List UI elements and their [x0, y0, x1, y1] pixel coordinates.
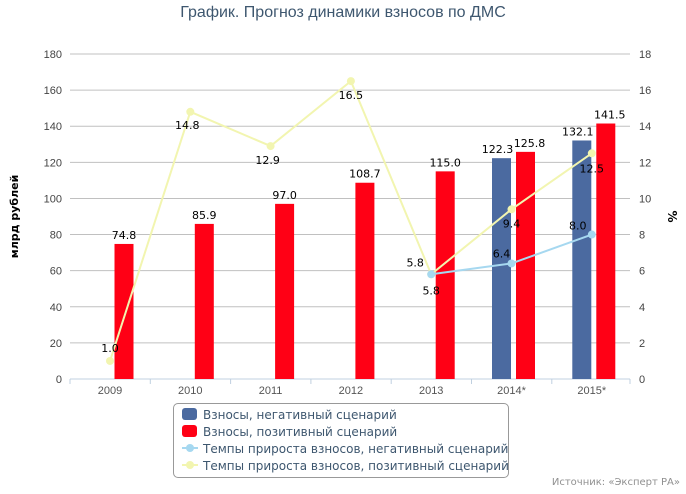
- bar-data-label: 97.0: [272, 189, 297, 202]
- line-data-label: 14.8: [175, 119, 200, 132]
- y-right-tick-label: 18: [639, 49, 651, 61]
- bar-positive: [596, 123, 616, 379]
- y-tick-label: 40: [50, 302, 62, 314]
- y-tick-label: 120: [44, 157, 62, 169]
- y-tick-label: 20: [50, 338, 62, 350]
- y-tick-label: 60: [50, 266, 62, 278]
- x-tick-label: 2014*: [497, 385, 526, 397]
- legend-item-positive-bars[interactable]: Взносы, позитивный сценарий: [182, 425, 397, 441]
- legend-item-negative-line[interactable]: Темпы прироста взносов, негативный сцена…: [182, 442, 508, 458]
- bar-data-label: 115.0: [429, 156, 461, 169]
- bar-data-label: 74.8: [112, 229, 137, 242]
- legend-item-positive-line[interactable]: Темпы прироста взносов, позитивный сцена…: [182, 459, 509, 475]
- y-tick-label: 160: [44, 85, 62, 97]
- line-point: [106, 356, 114, 365]
- legend-label: Взносы, негативный сценарий: [203, 408, 397, 422]
- bar-data-label: 85.9: [192, 209, 217, 222]
- legend-label: Взносы, позитивный сценарий: [203, 425, 398, 439]
- line-data-label: 12.9: [255, 154, 280, 167]
- line-point: [186, 107, 195, 116]
- y-axis-title: млрд рублей: [8, 175, 21, 259]
- legend-label: Темпы прироста взносов, позитивный сцена…: [203, 459, 509, 473]
- line-data-label: 5.8: [422, 284, 440, 297]
- bar-positive: [275, 203, 295, 379]
- line-data-label: 9.4: [503, 217, 521, 230]
- line-point: [427, 270, 436, 279]
- y-tick-label: 80: [50, 230, 62, 242]
- bar-positive: [114, 243, 134, 379]
- y-right-tick-label: 14: [639, 121, 651, 133]
- y-right-tick-label: 8: [639, 230, 645, 242]
- x-tick-label: 2012: [339, 385, 363, 397]
- x-tick-label: 2011: [259, 385, 283, 397]
- bar-positive: [355, 182, 375, 379]
- source-note: Источник: «Эксперт РА»: [551, 477, 680, 488]
- line-point: [346, 77, 355, 86]
- y-right-tick-label: 12: [639, 157, 651, 169]
- y-right-tick-label: 2: [639, 338, 645, 350]
- legend-swatch: [182, 408, 197, 420]
- bar-data-label: 122.3: [482, 143, 514, 156]
- y-right-axis-title: %: [665, 210, 679, 222]
- bar-negative: [492, 158, 511, 379]
- line-point: [507, 205, 516, 214]
- x-tick-label: 2013: [419, 385, 443, 397]
- x-tick-label: 2015*: [577, 385, 606, 397]
- y-tick-label: 0: [56, 374, 62, 386]
- bar-positive: [435, 171, 455, 379]
- line-point: [266, 142, 275, 151]
- line-data-label: 6.4: [493, 247, 511, 260]
- chart-title: График. Прогноз динамики взносов по ДМС: [180, 4, 506, 21]
- legend-swatch: [182, 425, 197, 437]
- line-data-label: 16.5: [339, 89, 364, 102]
- legend-line-marker: [182, 444, 198, 452]
- y-right-tick-label: 4: [639, 302, 645, 314]
- bar-positive: [516, 151, 535, 379]
- bar-data-label: 141.5: [594, 109, 626, 122]
- legend-label: Темпы прироста взносов, негативный сцена…: [203, 442, 509, 456]
- legend-line-marker: [182, 461, 198, 469]
- legend-item-negative-bars[interactable]: Взносы, негативный сценарий: [182, 408, 397, 424]
- line-point: [587, 230, 596, 239]
- line-point: [587, 149, 596, 158]
- line-data-label: 8.0: [569, 220, 587, 233]
- y-right-tick-label: 10: [639, 193, 651, 205]
- y-tick-label: 100: [44, 193, 62, 205]
- bar-data-label: 108.7: [349, 168, 381, 181]
- x-tick-label: 2010: [178, 385, 202, 397]
- line-data-label: 1.0: [101, 342, 119, 355]
- bar-positive: [194, 223, 214, 379]
- bar-data-label: 125.8: [514, 137, 546, 150]
- y-tick-label: 140: [44, 121, 62, 133]
- bar-data-label: 132.1: [562, 125, 594, 138]
- y-right-tick-label: 0: [639, 374, 645, 386]
- x-tick-label: 2009: [98, 385, 122, 397]
- y-right-tick-label: 6: [639, 266, 645, 278]
- bar-negative: [572, 140, 592, 379]
- legend: Взносы, негативный сценарий Взносы, пози…: [173, 403, 509, 478]
- line-point: [507, 259, 516, 268]
- y-tick-label: 180: [44, 49, 62, 61]
- line-data-label: 5.8: [406, 256, 424, 269]
- y-right-tick-label: 16: [639, 85, 651, 97]
- line-data-label: 12.5: [580, 162, 605, 175]
